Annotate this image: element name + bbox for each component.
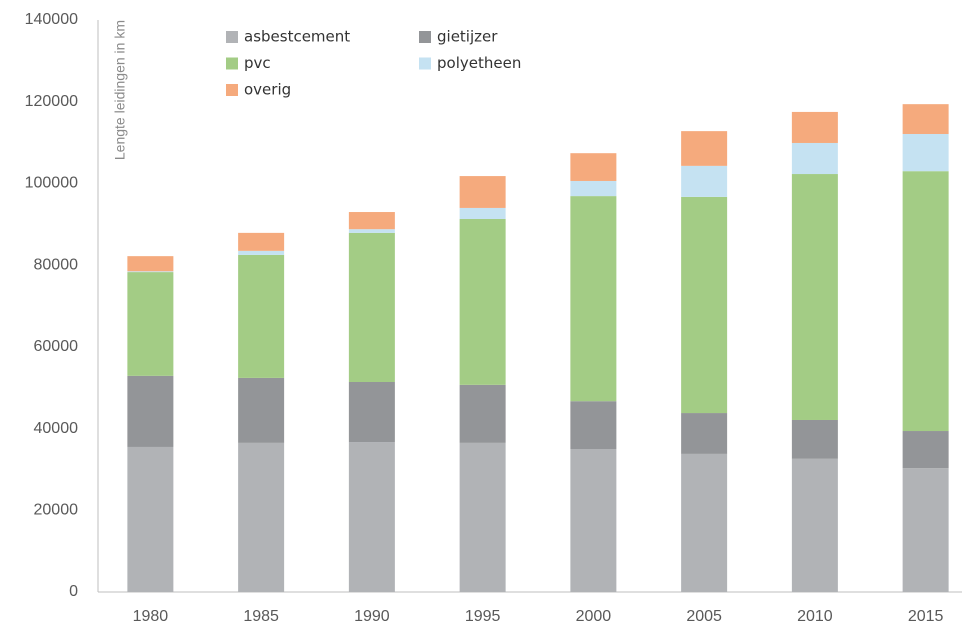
bar-segment xyxy=(570,449,617,592)
bar-segment xyxy=(681,196,728,414)
bar-segment xyxy=(238,442,285,592)
legend-swatch xyxy=(419,31,431,43)
x-tick-label: 1990 xyxy=(354,608,390,623)
bar-segment xyxy=(459,442,506,592)
bar-segment xyxy=(459,218,506,385)
bar-segment xyxy=(791,458,838,592)
bar-segment xyxy=(127,446,174,592)
y-tick-label: 120000 xyxy=(25,93,78,110)
bar-segment xyxy=(902,171,949,432)
y-axis-label: Lengte leidingen in km xyxy=(112,20,128,160)
legend-swatch xyxy=(226,57,238,70)
bar-segment xyxy=(127,272,174,376)
bar-segment xyxy=(348,212,395,230)
bar-segment xyxy=(238,377,285,443)
bar-segment xyxy=(459,176,506,208)
bar-segment xyxy=(570,180,617,197)
x-tick-label: 1985 xyxy=(243,608,279,623)
bar-segment xyxy=(902,133,949,172)
x-tick-label: 2005 xyxy=(686,608,722,623)
y-tick-label: 100000 xyxy=(25,175,78,192)
legend-label: asbestcement xyxy=(244,28,350,46)
bar-segment xyxy=(902,104,949,134)
bar-segment xyxy=(348,381,395,443)
y-tick-label: 40000 xyxy=(34,420,79,437)
bar-segment xyxy=(681,453,728,592)
y-tick-label: 80000 xyxy=(34,256,79,273)
x-tick-label: 1980 xyxy=(133,608,169,623)
bar-segment xyxy=(791,111,838,143)
x-tick-label: 1995 xyxy=(465,608,501,623)
bar-segment xyxy=(681,131,728,166)
legend-swatch xyxy=(419,57,431,70)
x-tick-label: 2010 xyxy=(797,608,833,623)
bar-segment xyxy=(570,196,617,402)
bar-segment xyxy=(238,254,285,378)
bar-segment xyxy=(570,401,617,449)
bar-segment xyxy=(348,232,395,382)
legend-label: overig xyxy=(244,81,291,99)
x-tick-label: 2000 xyxy=(576,608,612,623)
y-tick-label: 60000 xyxy=(34,338,79,355)
y-tick-label: 20000 xyxy=(34,502,79,519)
bar-segment xyxy=(127,271,174,273)
legend-swatch xyxy=(226,84,238,96)
bar-segment xyxy=(238,250,285,255)
legend-label: polyetheen xyxy=(437,54,521,72)
bar-segment xyxy=(570,153,617,181)
legend-swatch xyxy=(226,31,238,43)
bar-segment xyxy=(681,165,728,197)
bar-segment xyxy=(791,174,838,420)
bar-segment xyxy=(791,419,838,459)
bar-segment xyxy=(459,207,506,219)
bar-segment xyxy=(459,384,506,443)
bar-segment xyxy=(791,142,838,175)
legend-label: pvc xyxy=(244,54,271,72)
bar-segment xyxy=(127,375,174,447)
bar-segment xyxy=(902,431,949,469)
bar-segment xyxy=(348,229,395,233)
bar-segment xyxy=(238,232,285,251)
x-tick-label: 2015 xyxy=(908,608,944,623)
bar-segment xyxy=(681,413,728,454)
y-tick-label: 140000 xyxy=(25,11,78,28)
bar-segment xyxy=(348,442,395,592)
legend-label: gietijzer xyxy=(437,28,498,46)
y-tick-label: 0 xyxy=(69,583,78,600)
bar-segment xyxy=(902,468,949,592)
bar-segment xyxy=(127,256,174,272)
